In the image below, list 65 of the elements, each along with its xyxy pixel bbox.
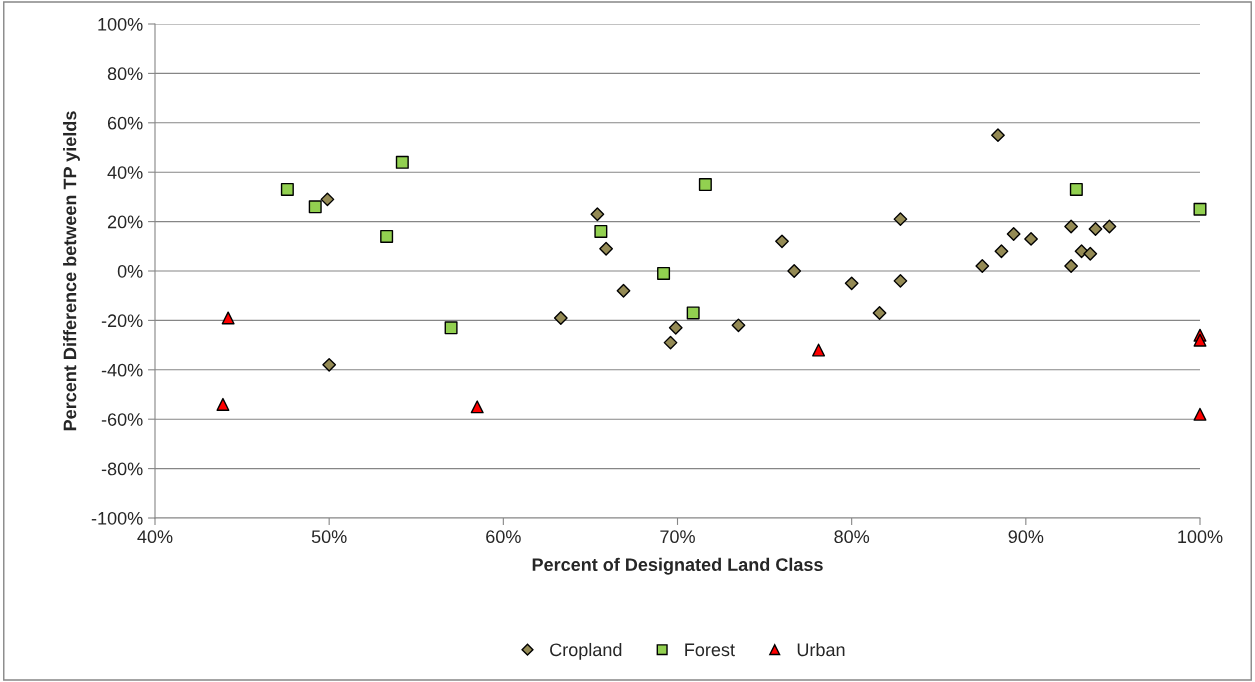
- x-tick-label: 90%: [1008, 530, 1044, 544]
- point: [470, 400, 484, 414]
- legend-label: Cropland: [550, 642, 622, 660]
- legend-label: Urban: [797, 642, 845, 657]
- point: [844, 276, 859, 291]
- point: [395, 155, 409, 169]
- point: [599, 241, 613, 256]
- y-tick-label: -100%: [91, 511, 143, 525]
- x-tick-label: 70%: [660, 530, 695, 544]
- point: [280, 182, 294, 196]
- point: [1069, 182, 1083, 196]
- point: [553, 311, 568, 325]
- point: [812, 343, 826, 357]
- point: [616, 283, 631, 298]
- y-tick-label: -20%: [101, 314, 143, 328]
- x-tick-label: 80%: [834, 530, 870, 544]
- point: [1006, 227, 1021, 241]
- point: [1064, 259, 1079, 273]
- point: [686, 306, 700, 320]
- y-axis-title: Percent Difference between TP yields: [63, 111, 80, 431]
- point: [322, 357, 337, 372]
- x-tick-label: 60%: [486, 530, 521, 544]
- y-tick-label: -40%: [101, 363, 143, 377]
- point: [1083, 246, 1098, 261]
- x-tick-label: 100%: [1178, 530, 1223, 544]
- legend-label: Forest: [685, 643, 735, 657]
- point: [657, 266, 671, 280]
- point: [1088, 222, 1103, 236]
- point: [668, 320, 683, 335]
- point: [994, 244, 1009, 259]
- point: [775, 234, 789, 249]
- x-tick-label: 40%: [137, 530, 173, 544]
- point: [893, 212, 908, 227]
- point: [893, 273, 908, 288]
- y-tick-label: 80%: [107, 67, 143, 81]
- x-tick-label: 50%: [311, 530, 347, 544]
- point: [975, 259, 990, 273]
- y-tick-label: -80%: [101, 462, 143, 476]
- y-tick-label: 100%: [98, 17, 143, 31]
- point: [663, 335, 678, 350]
- point: [221, 311, 235, 325]
- point: [1024, 231, 1038, 246]
- point: [1193, 407, 1207, 421]
- point: [594, 224, 608, 238]
- point: [872, 306, 887, 320]
- point: [444, 321, 458, 335]
- point: [731, 318, 746, 333]
- point: [320, 192, 335, 207]
- point: [1193, 202, 1207, 216]
- x-axis-title: Percent of Designated Land Class: [532, 557, 823, 575]
- point: [698, 178, 712, 192]
- point: [1102, 219, 1117, 234]
- y-tick-label: -60%: [101, 413, 143, 426]
- y-tick-label: 0%: [117, 264, 143, 278]
- point: [380, 229, 394, 243]
- point: [991, 128, 1005, 143]
- y-tick-label: 60%: [107, 116, 143, 130]
- point: [308, 200, 322, 214]
- point: [216, 397, 230, 411]
- y-tick-label: 20%: [107, 215, 143, 229]
- point: [1064, 219, 1079, 234]
- point: [1193, 333, 1207, 347]
- point: [787, 264, 802, 278]
- point: [590, 207, 605, 222]
- y-tick-label: 40%: [107, 166, 143, 179]
